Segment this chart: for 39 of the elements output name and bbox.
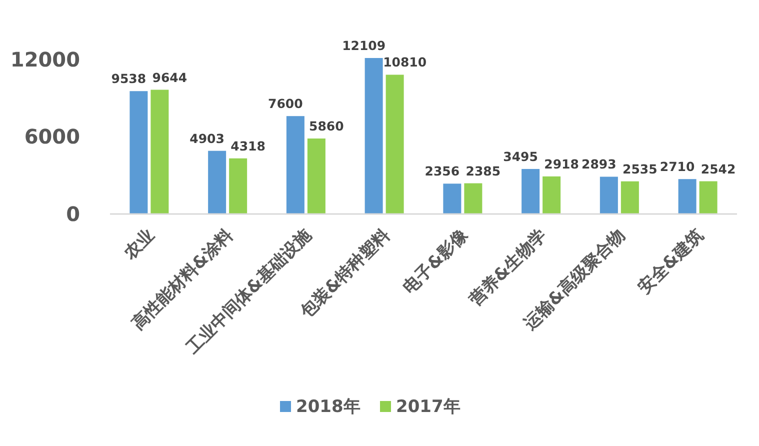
bar bbox=[522, 168, 540, 214]
legend-label: 2018年 bbox=[296, 397, 360, 417]
data-label: 4318 bbox=[230, 138, 266, 154]
data-label: 4903 bbox=[190, 130, 224, 146]
bar bbox=[464, 183, 482, 214]
data-label: 2385 bbox=[466, 163, 501, 178]
bar bbox=[229, 158, 248, 214]
data-label: 9538 bbox=[111, 71, 146, 86]
bar bbox=[286, 116, 304, 214]
bar bbox=[130, 91, 148, 214]
y-tick-label: 6000 bbox=[24, 124, 80, 149]
bar bbox=[386, 74, 404, 214]
bar bbox=[699, 181, 718, 214]
data-label: 2356 bbox=[424, 164, 460, 179]
bar bbox=[208, 150, 226, 214]
data-label: 5860 bbox=[309, 118, 344, 134]
data-label: 2918 bbox=[544, 156, 579, 172]
y-tick-label: 12000 bbox=[10, 47, 80, 72]
bar bbox=[364, 58, 383, 214]
bar bbox=[620, 181, 639, 214]
data-label: 7600 bbox=[268, 96, 304, 112]
data-label: 2535 bbox=[622, 161, 658, 176]
data-label: 2893 bbox=[582, 156, 616, 172]
data-label: 2710 bbox=[660, 159, 696, 174]
data-label: 9644 bbox=[152, 70, 188, 85]
bar bbox=[542, 176, 561, 214]
data-label: 12109 bbox=[342, 38, 386, 53]
data-label: 3495 bbox=[503, 148, 538, 164]
legend-label: 2017年 bbox=[396, 397, 460, 417]
x-tick-label: 安全&建筑 bbox=[634, 225, 708, 298]
bar bbox=[443, 184, 462, 214]
x-tick-label: 农业 bbox=[120, 225, 159, 264]
data-label: 2542 bbox=[700, 161, 736, 176]
data-label: 10810 bbox=[383, 54, 427, 70]
y-tick-label: 0 bbox=[66, 202, 80, 226]
bar bbox=[307, 138, 326, 214]
bar bbox=[150, 90, 169, 214]
bar bbox=[600, 176, 618, 214]
bar bbox=[678, 179, 696, 214]
